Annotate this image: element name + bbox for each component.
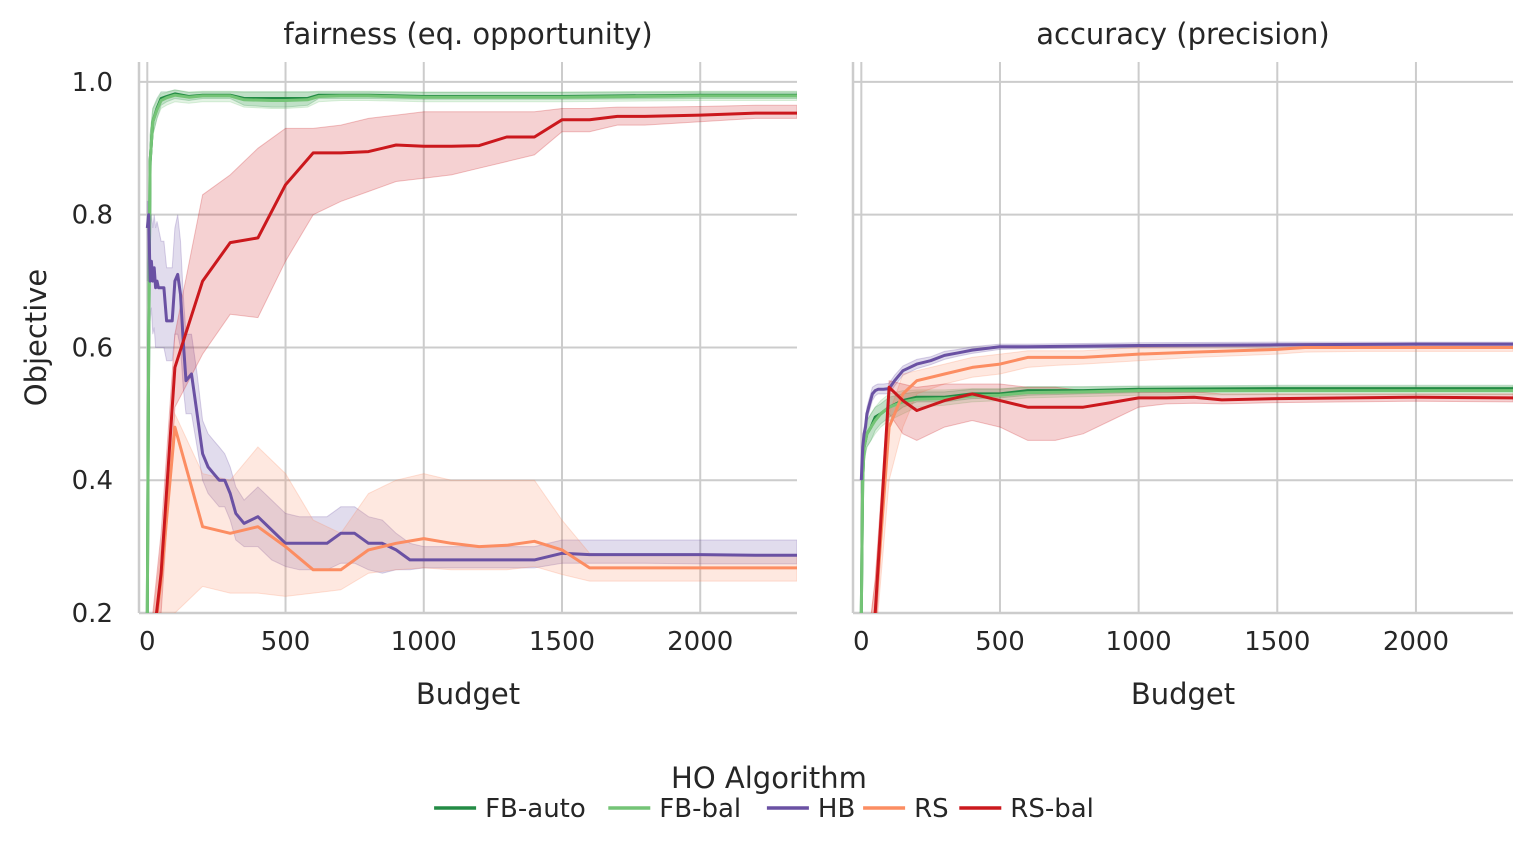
legend: HO Algorithm FB-auto FB-bal HB RS RS-bal — [434, 761, 1094, 824]
x-tick-label: 2000 — [1383, 627, 1449, 657]
legend-item-fb-auto: FB-auto — [434, 794, 586, 824]
x-axis-label: Budget — [416, 677, 520, 711]
legend-item-hb: HB — [766, 794, 855, 824]
series-line-rs-bal — [873, 385, 1513, 613]
x-axis-label: Budget — [1131, 677, 1235, 711]
confidence-band-rs — [870, 343, 1513, 613]
confidence-band-rs — [152, 411, 797, 613]
legend-label: HB — [818, 794, 855, 824]
x-tick-label: 2000 — [667, 627, 733, 657]
panel-accuracy: 0 500 1000 1500 2000 accuracy (precision) Budg… — [851, 17, 1513, 711]
panel-title: fairness (eq. opportunity) — [283, 17, 652, 51]
legend-label: RS-bal — [1010, 794, 1094, 824]
series-line-fb-bal — [145, 93, 797, 613]
x-tick-label: 500 — [261, 627, 311, 657]
series-line-hb — [859, 342, 1513, 481]
series-line-fb-bal — [859, 389, 1513, 613]
x-tick-label: 1000 — [1106, 627, 1172, 657]
confidence-band-fb-bal — [860, 386, 1513, 613]
legend-title: HO Algorithm — [671, 761, 867, 795]
plot-area — [145, 89, 797, 613]
series-line-rs — [155, 425, 797, 613]
y-tick-label: 0.4 — [72, 466, 113, 496]
x-tick-label: 0 — [853, 627, 870, 657]
y-tick-label: 1.0 — [72, 68, 113, 98]
x-tick-label: 500 — [975, 627, 1025, 657]
x-tick-label: 1500 — [529, 627, 595, 657]
legend-label: FB-bal — [659, 794, 741, 824]
series-line-hb — [145, 213, 797, 562]
confidence-band-rs-bal — [870, 380, 1513, 613]
x-tick-label: 1500 — [1244, 627, 1310, 657]
confidence-band-fb-auto — [146, 89, 797, 613]
legend-label: FB-auto — [485, 794, 586, 824]
panel-title: accuracy (precision) — [1036, 17, 1330, 51]
legend-item-fb-bal: FB-bal — [608, 794, 741, 824]
y-tick-label: 0.6 — [72, 333, 113, 363]
confidence-band-fb-bal — [146, 89, 797, 613]
confidence-band-rs-bal — [152, 104, 797, 613]
x-tick-label: 0 — [139, 627, 156, 657]
legend-item-rs: RS — [863, 794, 949, 824]
legend-item-rs-bal: RS-bal — [959, 794, 1094, 824]
panel-fairness: 0 500 1000 1500 2000 0.2 0.4 0.6 0.8 1.0 fairness … — [19, 17, 797, 711]
legend-label: RS — [914, 794, 949, 824]
confidence-band-hb — [146, 200, 797, 574]
confidence-band-fb-auto — [860, 384, 1513, 613]
y-tick-label: 0.2 — [72, 599, 113, 629]
legend-items: FB-auto FB-bal HB RS RS-bal — [434, 794, 1094, 824]
plot-area — [859, 341, 1513, 613]
series-line-rs-bal — [154, 111, 797, 613]
y-tick-label: 0.8 — [72, 201, 113, 231]
y-axis-label: Objective — [19, 269, 53, 407]
x-tick-label: 1000 — [391, 627, 457, 657]
confidence-band-hb — [860, 341, 1513, 494]
